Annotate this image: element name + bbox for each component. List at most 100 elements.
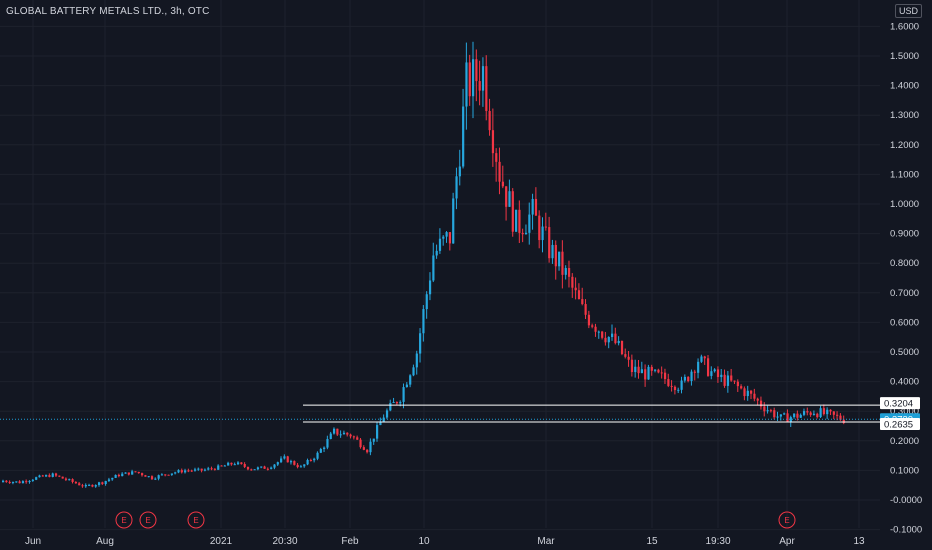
candle-body <box>769 410 773 412</box>
candles <box>2 41 845 488</box>
earnings-event-marker[interactable]: E <box>115 511 133 529</box>
candle-body <box>458 166 461 177</box>
candle-body <box>468 62 471 97</box>
candle-body <box>91 484 94 487</box>
candle-body <box>716 369 720 378</box>
candle-body <box>455 176 458 199</box>
candle-body <box>260 466 263 468</box>
horizontal-levels[interactable] <box>0 404 880 423</box>
candle-body <box>276 462 279 465</box>
candle-body <box>246 466 250 470</box>
candle-body <box>392 402 395 404</box>
candle-body <box>2 480 5 483</box>
candle-body <box>521 232 524 235</box>
candle-body <box>250 469 253 471</box>
candle-body <box>839 415 842 420</box>
candle-body <box>213 468 217 470</box>
candle-body <box>243 463 246 467</box>
candle-body <box>107 479 111 481</box>
currency-button[interactable]: USD <box>895 4 923 18</box>
candle-body <box>389 402 392 411</box>
candle-body <box>157 475 160 479</box>
candle-body <box>283 456 286 459</box>
candle-body <box>352 436 356 438</box>
candle-body <box>577 290 581 300</box>
candle-body <box>94 485 97 487</box>
candle-body <box>369 441 372 453</box>
candle-body <box>690 371 693 382</box>
candle-body <box>422 309 425 334</box>
candle-body <box>117 474 121 477</box>
candle-body <box>329 433 332 439</box>
earnings-event-marker[interactable]: E <box>139 511 157 529</box>
candle-body <box>263 466 266 469</box>
price-label-text: 0.3204 <box>884 399 913 410</box>
candle-body <box>495 153 498 162</box>
candle-body <box>700 356 703 362</box>
candle-body <box>273 464 276 468</box>
candle-body <box>184 470 187 473</box>
candle-body <box>127 472 130 475</box>
candle-body <box>832 411 835 415</box>
candle-body <box>323 447 326 450</box>
candle-body <box>743 388 746 397</box>
candle-body <box>614 333 617 344</box>
y-tick-label: 1.2000 <box>890 140 919 151</box>
candle-body <box>485 66 488 111</box>
candle-body <box>574 287 577 291</box>
candle-body <box>710 371 713 376</box>
candle-body <box>759 400 763 407</box>
candle-body <box>137 471 140 474</box>
chart-title: GLOBAL BATTERY METALS LTD., 3h, OTC <box>6 6 210 17</box>
grid <box>0 0 880 531</box>
x-tick-label: 19:30 <box>705 536 730 547</box>
candle-body <box>38 475 41 478</box>
candle-body <box>740 386 743 389</box>
earnings-event-marker[interactable]: E <box>778 511 796 529</box>
candle-body <box>663 372 667 380</box>
candle-body <box>280 458 283 463</box>
candle-body <box>783 413 786 415</box>
candle-body <box>551 244 554 259</box>
candle-body <box>174 472 177 474</box>
candle-body <box>187 470 190 472</box>
y-tick-label: 0.5000 <box>890 347 919 358</box>
candle-body <box>736 381 739 387</box>
candle-body <box>409 375 412 385</box>
candle-body <box>412 367 415 376</box>
candle-body <box>256 467 260 470</box>
earnings-event-circle <box>778 511 796 529</box>
candle-body <box>581 299 584 305</box>
candle-body <box>620 340 624 355</box>
candle-body <box>445 232 448 237</box>
x-tick-label: 20:30 <box>272 536 297 547</box>
candle-body <box>81 485 84 487</box>
candle-body <box>217 465 220 470</box>
earnings-event-circle <box>115 511 133 529</box>
earnings-event-marker[interactable]: E <box>187 511 205 529</box>
candle-body <box>657 369 660 373</box>
candle-body <box>296 464 299 468</box>
candle-body <box>607 336 610 343</box>
candle-body <box>693 371 696 373</box>
candle-body <box>240 462 243 464</box>
candle-body <box>465 62 468 107</box>
candle-body <box>35 477 38 480</box>
candle-body <box>531 198 534 215</box>
candle-body <box>177 470 180 473</box>
candle-body <box>673 386 677 391</box>
x-tick-label: Jun <box>25 536 41 547</box>
candle-body <box>266 468 269 470</box>
x-tick-label: 2021 <box>210 536 233 547</box>
candle-body <box>548 227 551 259</box>
y-tick-label: -0.1000 <box>890 525 922 536</box>
candle-body <box>554 244 557 267</box>
earnings-event-circle <box>139 511 157 529</box>
candle-body <box>644 369 647 380</box>
candle-body <box>812 413 816 415</box>
candle-body <box>154 478 157 480</box>
candle-body <box>478 81 481 91</box>
candle-body <box>303 464 306 467</box>
